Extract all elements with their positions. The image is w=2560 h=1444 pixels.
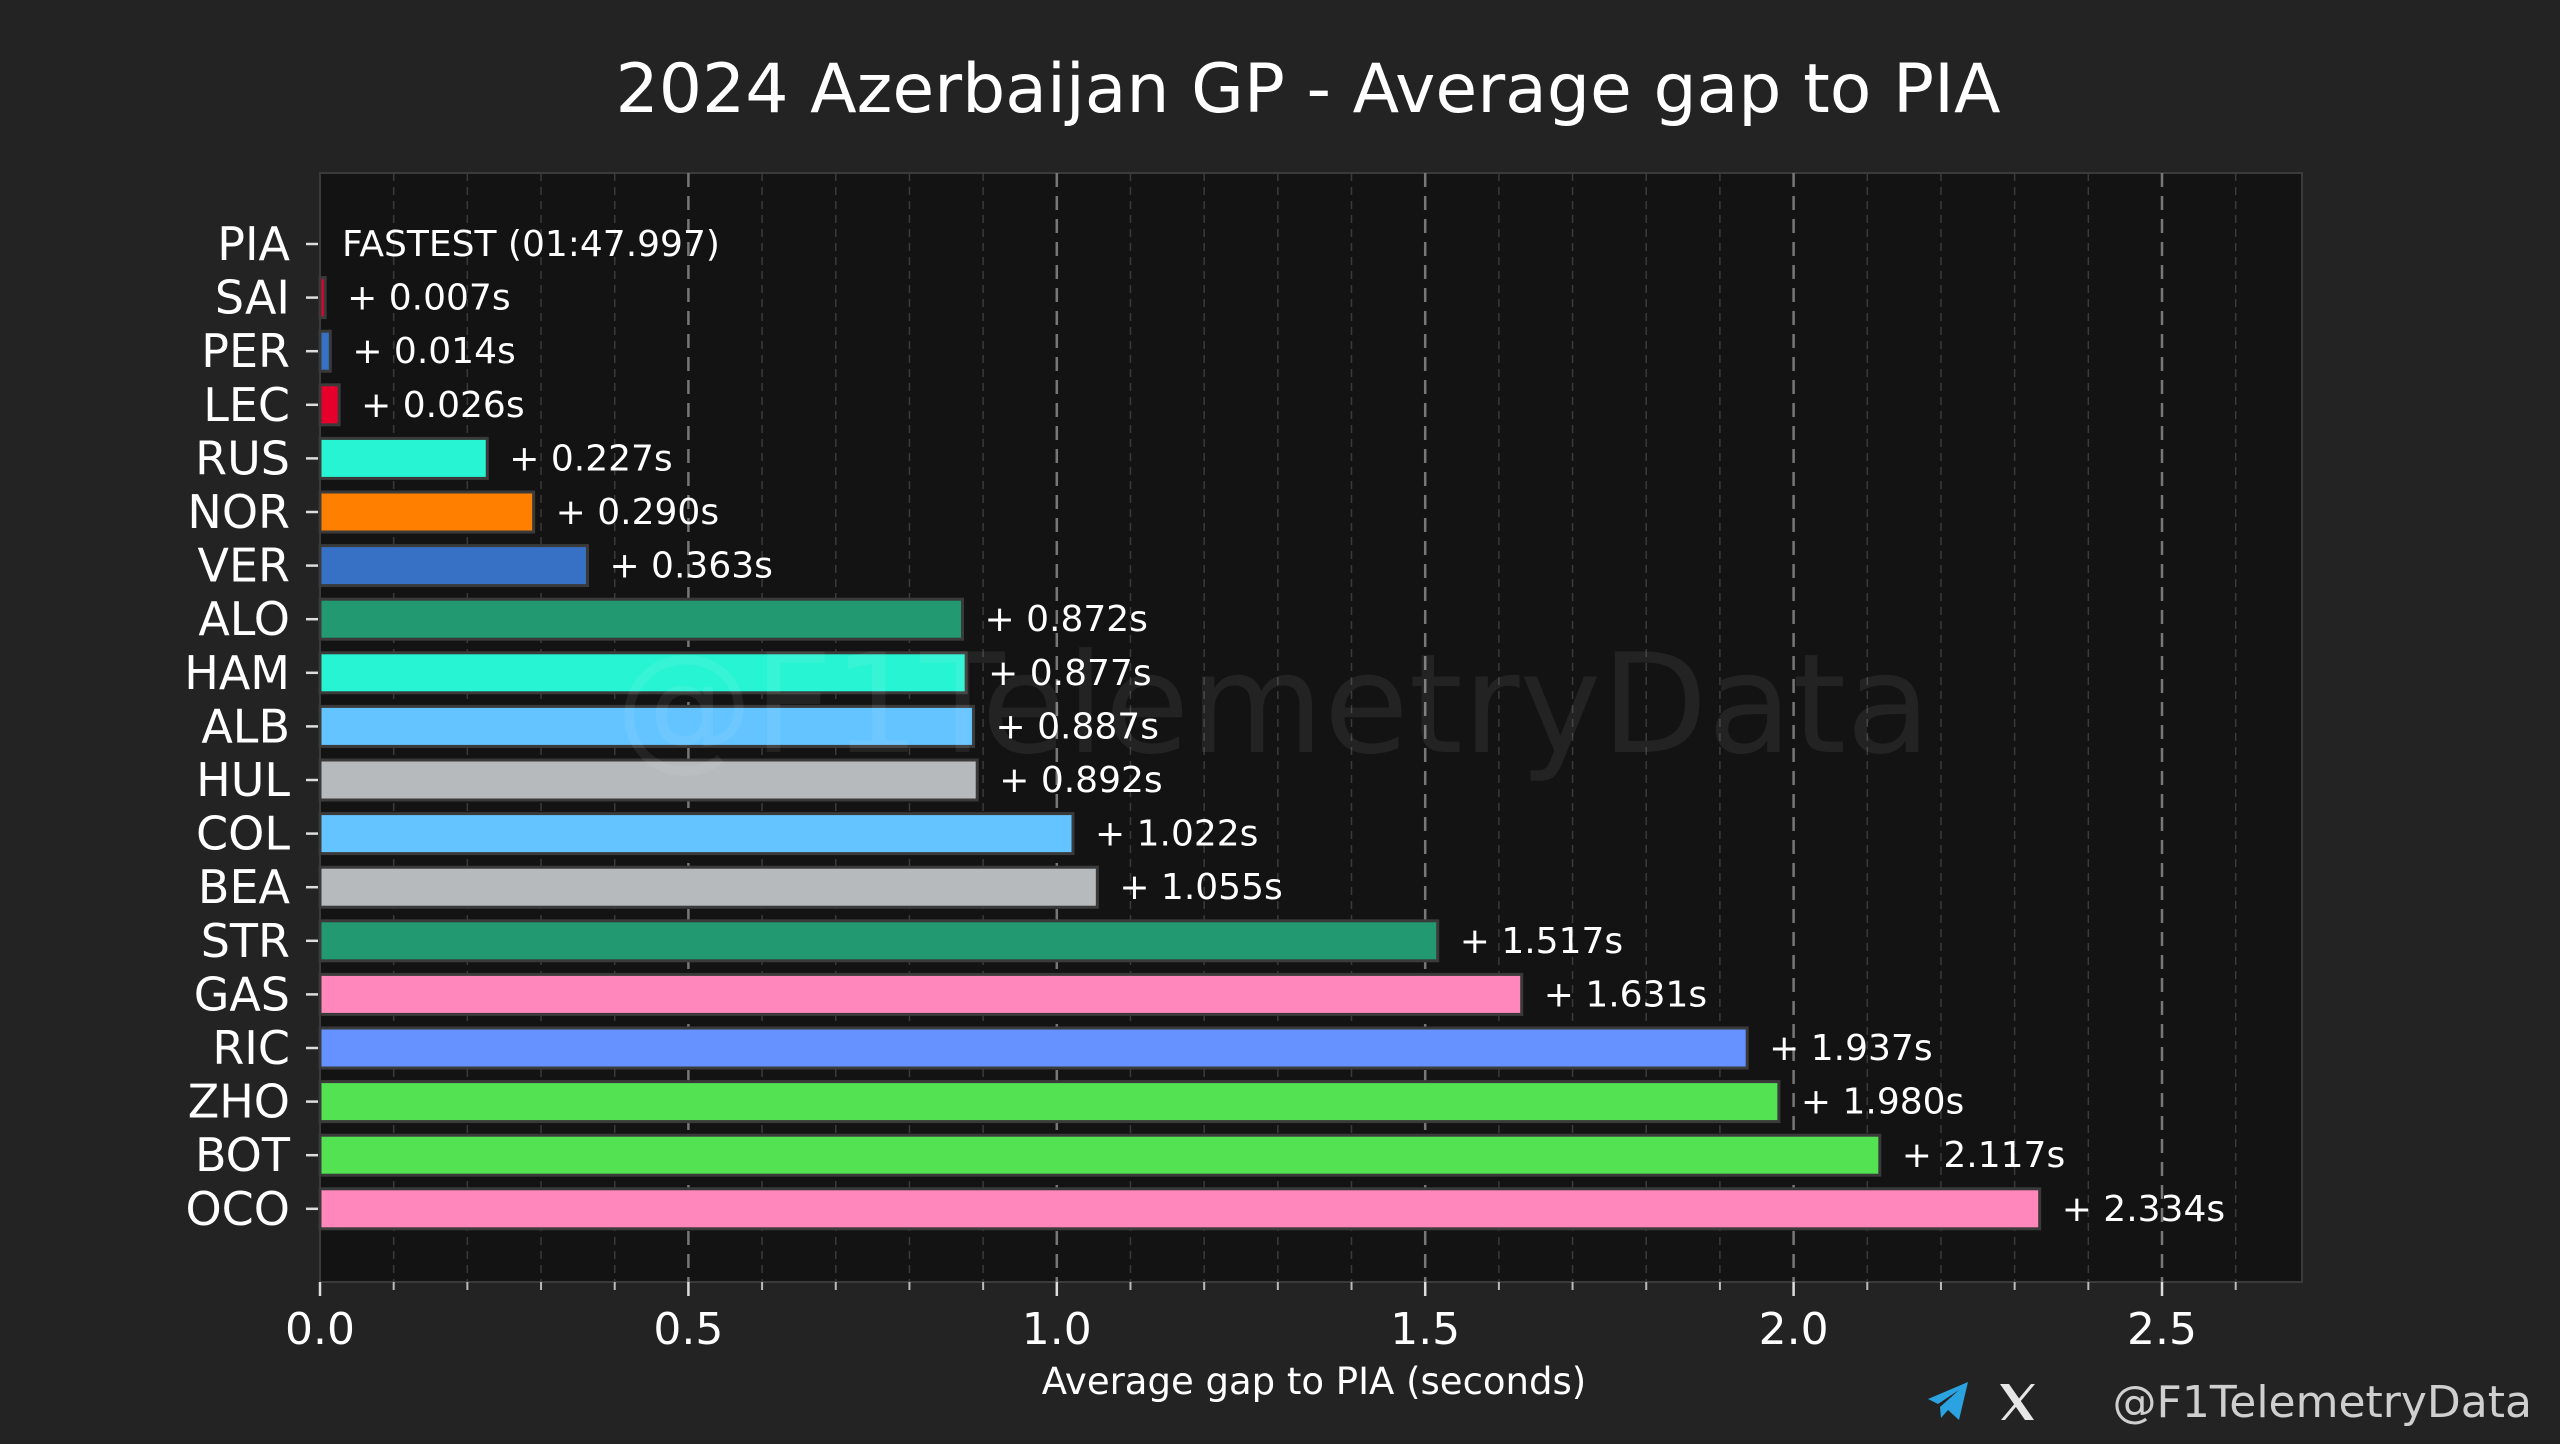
y-tick-label: GAS: [194, 967, 290, 1021]
x-axis-label: Average gap to PIA (seconds): [1042, 1360, 1586, 1403]
telegram-icon: [1928, 1382, 1968, 1420]
bar-value-label: + 0.007s: [347, 278, 510, 319]
bar: [318, 490, 536, 534]
bar-value-label: + 0.290s: [556, 492, 719, 533]
bar-value-label: + 2.334s: [2062, 1189, 2225, 1230]
plot-area: 0.0 0.5 1.0 1.5 2.0 2.5 PIA FASTEST (01:47.997)…: [184, 172, 2303, 1355]
bar: [318, 704, 976, 748]
y-tick-label: PER: [201, 324, 290, 378]
bar-value-label: + 0.363s: [609, 546, 772, 587]
y-tick-label: COL: [196, 807, 290, 861]
bar-value-label: + 1.517s: [1460, 921, 1623, 962]
x-tick-label: 0.5: [653, 1304, 723, 1355]
y-tick-label: BOT: [195, 1128, 291, 1182]
bar-value-label: + 0.872s: [984, 599, 1147, 640]
x-tick-label: 2.0: [1759, 1304, 1829, 1355]
bar: [318, 383, 341, 427]
x-tick-label: 0.0: [285, 1304, 355, 1355]
y-tick-label: LEC: [203, 378, 290, 432]
watermark: @F1TelemetryData: [615, 624, 1931, 785]
bar-value-label: + 1.055s: [1119, 867, 1282, 908]
bar: [318, 597, 964, 641]
bar-value-label: + 0.026s: [361, 385, 524, 426]
bar-value-label: + 1.937s: [1769, 1028, 1932, 1069]
bar-value-label: + 1.022s: [1095, 814, 1258, 855]
bar: [318, 972, 1524, 1016]
bar: [318, 758, 979, 802]
bar: [318, 919, 1440, 963]
bar-value-label: FASTEST (01:47.997): [342, 224, 720, 265]
y-tick-label: SAI: [215, 271, 290, 325]
y-tick-label: HAM: [184, 646, 290, 700]
bar-value-label: + 0.892s: [999, 760, 1162, 801]
x-tick-label: 2.5: [2127, 1304, 2197, 1355]
y-tick-label: STR: [201, 914, 290, 968]
y-tick-label: BEA: [198, 860, 291, 914]
bar: [318, 1187, 2042, 1231]
y-tick-label: RUS: [195, 431, 290, 485]
bar: [318, 544, 589, 588]
y-tick-label: VER: [198, 539, 291, 593]
bar: [318, 651, 968, 695]
bar: [318, 1133, 1882, 1177]
credit-handle: @F1TelemetryData: [2113, 1377, 2532, 1428]
x-tick-label: 1.5: [1390, 1304, 1460, 1355]
bar: [318, 812, 1075, 856]
bar: [318, 865, 1099, 909]
bar-value-label: + 0.227s: [509, 438, 672, 479]
y-tick-label: NOR: [187, 485, 290, 539]
bar: [318, 329, 332, 373]
x-tick-label: 1.0: [1022, 1304, 1092, 1355]
y-tick-label: RIC: [212, 1021, 290, 1075]
bar-value-label: + 0.887s: [996, 706, 1159, 747]
bar-value-label: + 2.117s: [1902, 1135, 2065, 1176]
chart-title: 2024 Azerbaijan GP - Average gap to PIA: [615, 50, 2000, 129]
y-tick-label: ALB: [201, 699, 290, 753]
y-tick-label: ALO: [198, 592, 290, 646]
bar-value-label: + 1.980s: [1801, 1082, 1964, 1123]
bar: [318, 276, 327, 320]
bar: [318, 1080, 1781, 1124]
y-tick-label: HUL: [196, 753, 290, 807]
bar: [318, 1026, 1749, 1070]
credit-footer: @F1TelemetryData: [1928, 1377, 2532, 1428]
x-icon: [2000, 1384, 2035, 1420]
bar: [318, 436, 489, 480]
y-tick-label: OCO: [185, 1182, 290, 1236]
bar-value-label: + 0.877s: [988, 653, 1151, 694]
bar-value-label: + 1.631s: [1544, 974, 1707, 1015]
bar-value-label: + 0.014s: [352, 331, 515, 372]
y-tick-label: PIA: [217, 217, 290, 271]
y-tick-label: ZHO: [188, 1075, 290, 1129]
